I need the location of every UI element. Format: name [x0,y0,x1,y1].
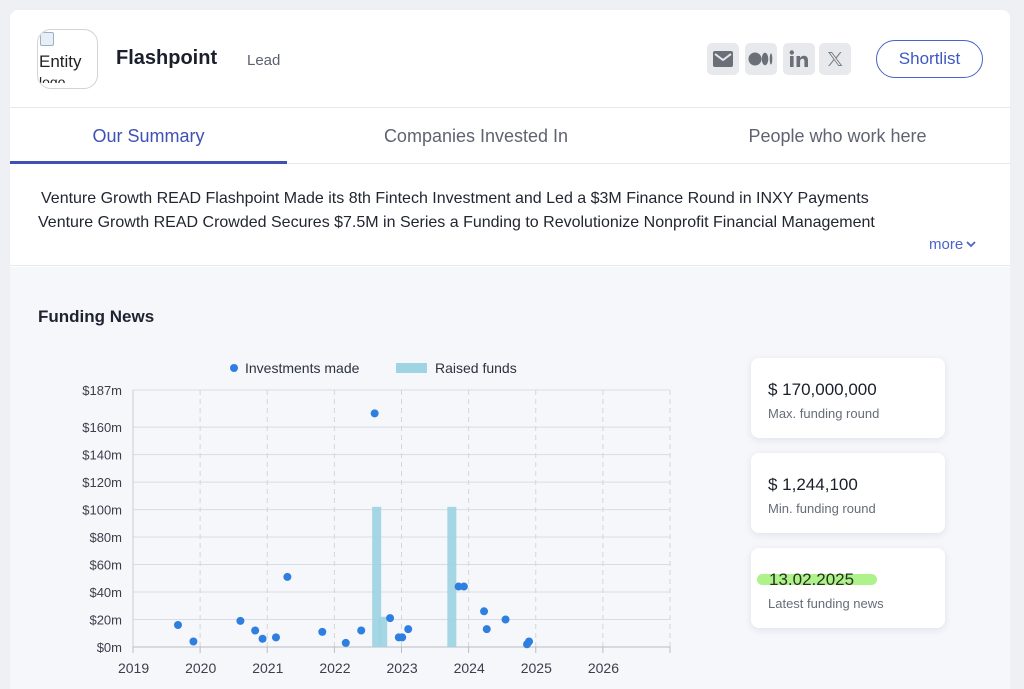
investment-point [482,625,491,634]
investment-point [341,638,350,647]
investment-point [501,615,510,624]
legend-investments-marker [230,364,238,372]
latest-funding-card: 13.02.2025 Latest funding news [751,548,945,628]
y-tick-label: $0m [97,640,122,655]
investment-point [318,627,327,636]
chevron-down-icon [966,241,976,248]
email-icon[interactable] [707,43,739,75]
legend-raised-label: Raised funds [435,360,517,376]
investment-point [258,634,267,643]
logo-alt-text-2: logo [39,75,66,83]
y-tick-label: $100m [82,503,122,518]
company-name: Flashpoint [116,47,218,69]
y-tick-label: $140m [82,448,122,463]
y-tick-label: $120m [82,475,122,490]
investment-point [357,626,366,635]
legend-raised-marker [396,363,427,373]
investment-point [173,621,182,630]
min-funding-card: $ 1,244,100 Min. funding round [751,453,945,533]
investment-point [386,614,395,623]
x-icon[interactable] [819,43,851,75]
investment-point [283,572,292,581]
funding-chart: $0m $20m $40m $60m $80m $100m $120m $140m $160m $… [82,360,671,676]
medium-icon[interactable] [745,43,777,75]
role-label: Lead [247,52,281,69]
legend-investments-label: Investments made [245,360,360,376]
investor-profile-card: Entity logo Flashpoint Lead Shortlist Ou… [10,10,1010,689]
y-tick-label: $80m [89,530,122,545]
x-tick-label: 2021 [252,660,283,676]
max-funding-label: Max. funding round [768,406,880,421]
raised-funds-bar [372,506,382,647]
date-highlight [757,574,877,585]
investment-point [398,633,407,642]
latest-funding-label: Latest funding news [768,596,884,611]
min-funding-label: Min. funding round [768,501,876,516]
investment-point [525,637,534,646]
profile-tabs: Our Summary Companies Invested In People… [10,108,1010,164]
x-tick-label: 2020 [185,660,216,676]
latest-funding-date: 13.02.2025 [769,570,855,589]
active-tab-indicator [10,161,287,164]
x-tick-label: 2026 [588,660,619,676]
tab-companies-invested-in[interactable]: Companies Invested In [383,125,569,146]
investment-point [251,626,260,635]
funding-news-section: Funding News $0m $20m $40m $60m $80m $100m $12… [10,267,1010,689]
x-tick-label: 2024 [454,660,485,676]
y-tick-label: $40m [89,585,122,600]
company-logo: Entity logo [37,29,98,89]
more-label: more [929,236,964,253]
investment-point [459,582,468,591]
shortlist-button[interactable]: Shortlist [876,40,983,78]
y-tick-label: $60m [89,558,122,573]
y-tick-label: $20m [89,613,122,628]
raised-funds-bar [447,506,457,647]
funding-news-title: Funding News [38,307,155,326]
summary-news-line[interactable]: Venture Growth READ Crowded Secures $7.5… [38,214,875,231]
more-button[interactable]: more [929,236,976,253]
x-tick-label: 2019 [118,660,149,676]
investment-point [271,633,280,642]
max-funding-card: $ 170,000,000 Max. funding round [751,358,945,438]
investment-point [404,625,413,634]
linkedin-icon[interactable] [783,43,815,75]
logo-alt-text: Entity [39,52,82,71]
min-funding-value: $ 1,244,100 [768,475,858,494]
investment-point [480,607,489,616]
broken-image-icon [40,32,54,46]
raised-funds-bar [378,616,388,647]
x-tick-label: 2025 [521,660,552,676]
summary-news-line[interactable]: Venture Growth READ Flashpoint Made its … [41,190,869,207]
y-tick-label: $187m [82,383,122,398]
max-funding-value: $ 170,000,000 [768,380,877,399]
profile-header: Entity logo Flashpoint Lead Shortlist [10,10,1010,108]
investment-point [189,637,198,646]
tab-people-who-work-here[interactable]: People who work here [748,125,927,146]
x-tick-label: 2023 [386,660,417,676]
y-tick-label: $160m [82,420,122,435]
investment-point [370,409,379,418]
investment-point [236,616,245,625]
summary-section: Venture Growth READ Flashpoint Made its … [10,164,1010,266]
tab-our-summary[interactable]: Our Summary [92,125,205,146]
x-tick-label: 2022 [319,660,350,676]
